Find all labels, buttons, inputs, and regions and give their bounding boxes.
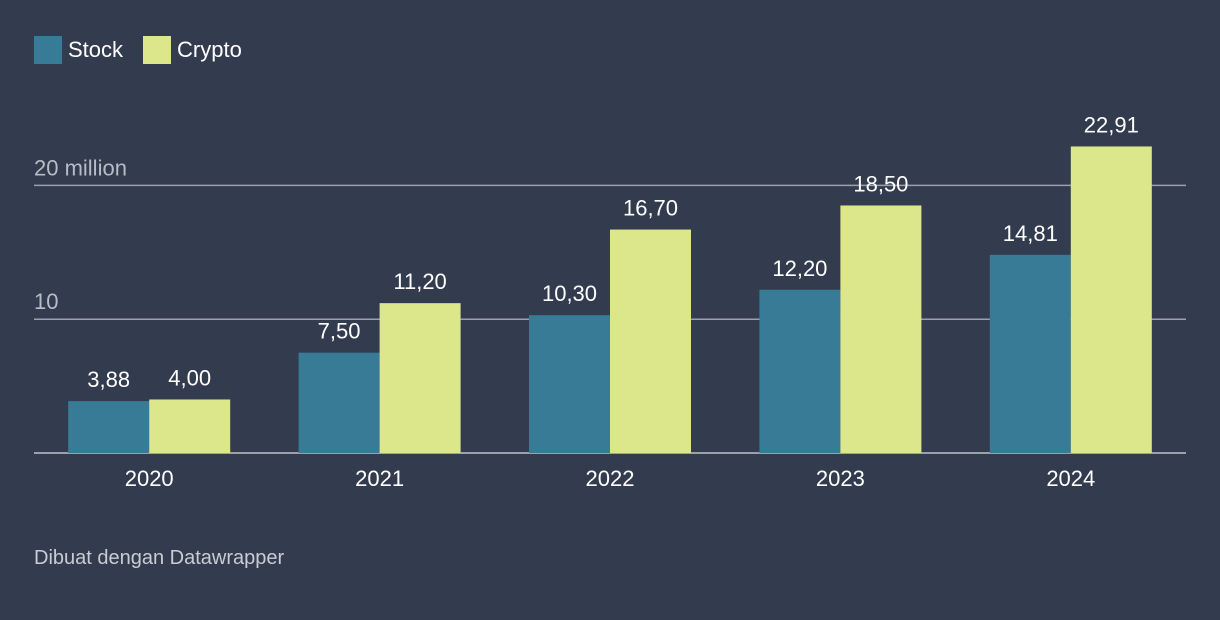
footer-credit: Dibuat dengan Datawrapper xyxy=(34,547,285,569)
legend-item-stock: Stock xyxy=(34,36,123,64)
data-label-crypto-2023: 18,50 xyxy=(853,171,908,196)
data-label-crypto-2020: 4,00 xyxy=(168,365,211,390)
data-label-stock-2022: 10,30 xyxy=(542,281,597,306)
x-tick-label-2023: 2023 xyxy=(816,466,865,491)
data-label-stock-2021: 7,50 xyxy=(318,319,361,344)
bar-stock-2020 xyxy=(68,401,150,453)
chart-legend: Stock Crypto xyxy=(34,34,262,66)
bar-stock-2021 xyxy=(298,352,380,453)
legend-label-crypto: Crypto xyxy=(177,37,242,62)
bar-stock-2023 xyxy=(759,289,841,453)
bar-stock-2024 xyxy=(989,254,1071,453)
data-label-stock-2024: 14,81 xyxy=(1003,221,1058,246)
x-tick-label-2021: 2021 xyxy=(355,466,404,491)
x-tick-label-2020: 2020 xyxy=(125,466,174,491)
legend-swatch-stock xyxy=(34,36,62,64)
data-label-stock-2020: 3,88 xyxy=(87,367,130,392)
x-tick-label-2024: 2024 xyxy=(1046,466,1095,491)
data-label-crypto-2021: 11,20 xyxy=(393,269,446,294)
bar-stock-2022 xyxy=(529,315,610,453)
bar-crypto-2021 xyxy=(379,303,461,453)
bar-crypto-2024 xyxy=(1070,146,1152,453)
x-tick-label-2022: 2022 xyxy=(586,466,635,491)
bar-crypto-2020 xyxy=(149,399,231,453)
legend-label-stock: Stock xyxy=(68,37,124,62)
bar-crypto-2023 xyxy=(840,205,922,453)
data-label-crypto-2022: 16,70 xyxy=(623,196,678,221)
legend-swatch-crypto xyxy=(143,36,172,64)
y-tick-label-0: 10 xyxy=(34,289,58,314)
data-label-stock-2023: 12,20 xyxy=(772,256,827,281)
bar-crypto-2022 xyxy=(610,229,691,453)
legend-item-crypto: Crypto xyxy=(143,36,242,64)
y-tick-label-1: 20 million xyxy=(34,155,127,180)
data-label-crypto-2024: 22,91 xyxy=(1084,112,1139,137)
